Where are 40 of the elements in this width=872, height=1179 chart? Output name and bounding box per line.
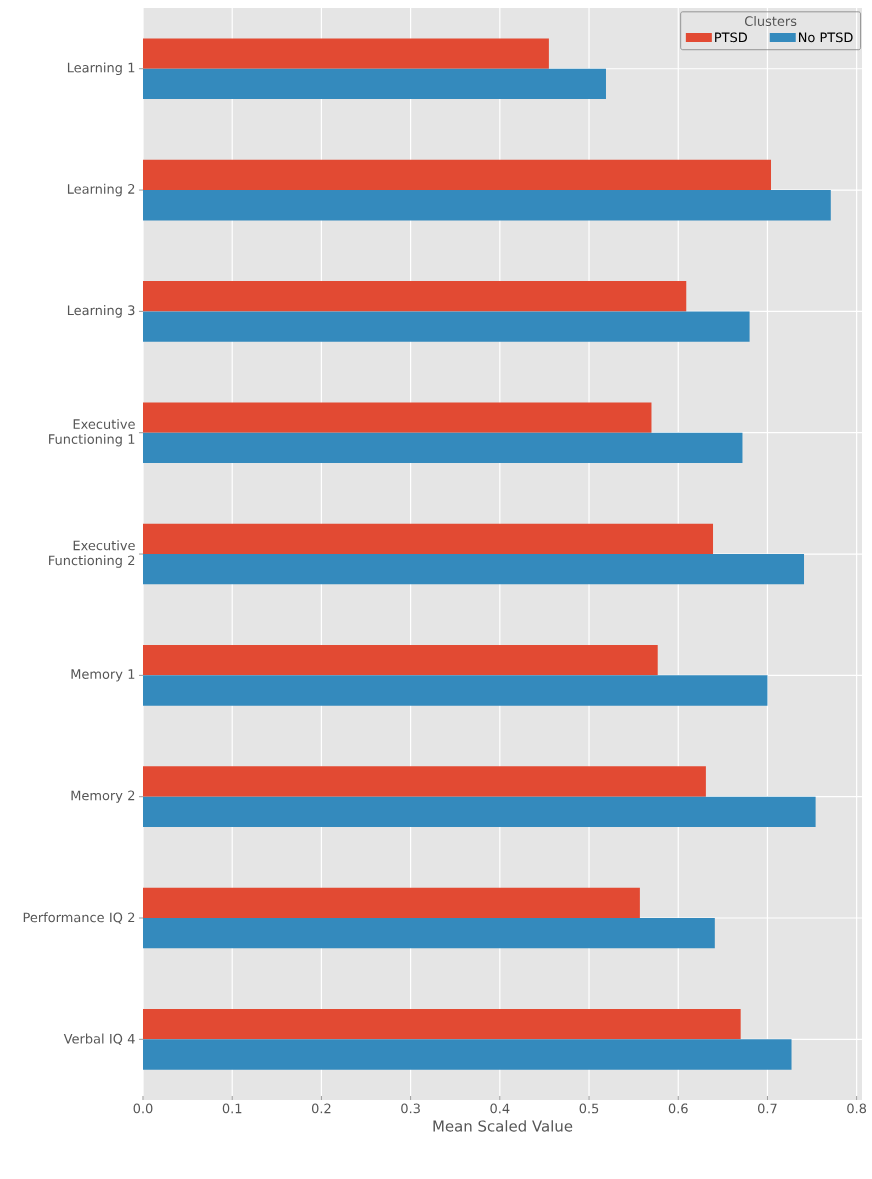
bar [143,918,715,949]
bar [143,311,750,342]
legend-title: Clusters [744,16,797,27]
x-axis-title: Mean Scaled Value [433,1120,573,1132]
bar [143,159,772,191]
x-tick-label: 0.0 [133,1103,153,1114]
bar [143,675,768,706]
x-tick-label: 0.2 [311,1103,331,1114]
bar [143,432,743,464]
bar [143,402,652,433]
x-tick-label: 0.4 [490,1103,510,1114]
bar [143,887,640,919]
y-tick-label: Executive Functioning 1 [49,418,135,447]
bar [143,554,805,585]
bar [143,281,687,312]
y-tick-label: Learning 3 [67,305,135,318]
bar [143,38,549,69]
y-tick-label: Performance IQ 2 [23,912,135,924]
y-tick-label: Verbal IQ 4 [63,1033,135,1046]
y-tick-label: Learning 2 [67,183,135,197]
x-tick-label: 0.5 [579,1103,599,1114]
bar [143,523,714,555]
bar [143,68,606,100]
x-tick-label: 0.6 [668,1103,688,1114]
y-tick-label: Memory 1 [71,669,135,682]
bar [143,190,831,221]
x-tick-label: 0.7 [758,1103,777,1114]
legend-label: No PTSD [799,32,853,43]
y-tick-label: Memory 2 [71,790,135,803]
legend-label: PTSD [715,32,747,43]
y-tick-label: Learning 1 [67,62,135,75]
x-tick-label: 0.8 [847,1103,867,1114]
x-tick-label: 0.1 [222,1103,242,1114]
bar [143,645,658,676]
bar [143,796,816,828]
x-tick-label: 0.3 [401,1103,420,1114]
bar [143,766,706,797]
y-tick-label: Executive Functioning 2 [49,540,135,568]
bar [143,1009,741,1040]
bar [143,1039,792,1070]
